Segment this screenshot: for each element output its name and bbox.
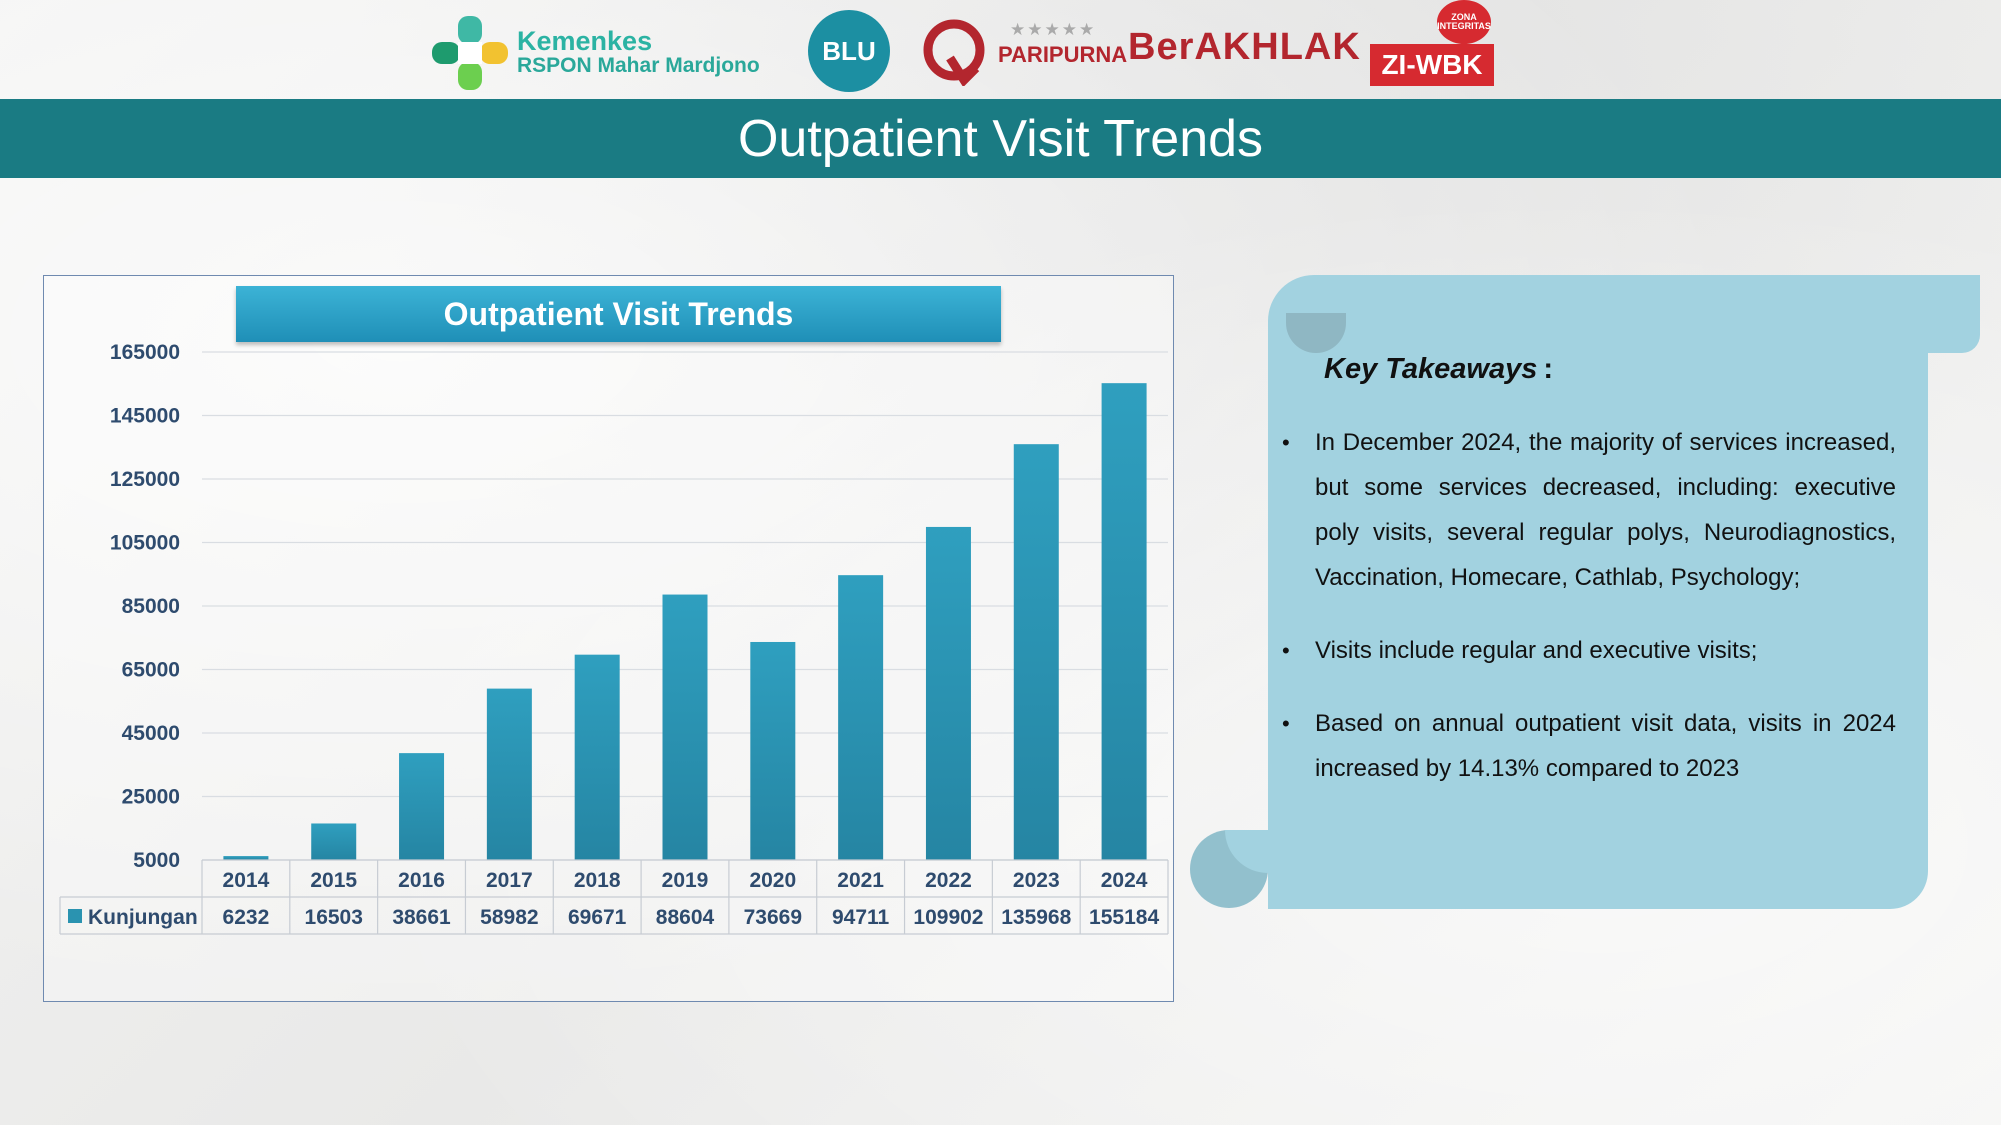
bar — [925, 526, 971, 860]
data-label: 69671 — [568, 906, 627, 929]
takeaways-list: In December 2024, the majority of servic… — [1282, 420, 1896, 819]
x-tick-label: 2016 — [398, 869, 445, 892]
bar — [838, 575, 884, 860]
data-label: 155184 — [1089, 906, 1159, 929]
y-tick-label: 165000 — [110, 341, 180, 364]
y-tick-label: 85000 — [122, 595, 180, 618]
data-label: 109902 — [913, 906, 983, 929]
x-tick-label: 2021 — [837, 869, 884, 892]
chart-panel — [43, 275, 1174, 1002]
kemenkes-logo-icon — [432, 16, 508, 90]
legend-series-name: Kunjungan — [88, 906, 198, 929]
data-label: 58982 — [480, 906, 538, 929]
takeaway-item: Based on annual outpatient visit data, v… — [1282, 701, 1896, 791]
bar — [486, 688, 532, 860]
takeaways-heading-text: Key Takeaways — [1324, 353, 1538, 385]
x-tick-label: 2018 — [574, 869, 621, 892]
x-tick-label: 2015 — [310, 869, 357, 892]
x-tick-label: 2022 — [925, 869, 972, 892]
takeaways-heading-colon: : — [1543, 353, 1554, 385]
header-logos: Kemenkes RSPON Mahar Mardjono BLU ★★★★★ … — [0, 0, 2001, 98]
y-tick-label: 105000 — [110, 532, 180, 555]
takeaway-item: In December 2024, the majority of servic… — [1282, 420, 1896, 600]
page-title: Outpatient Visit Trends — [737, 109, 1264, 168]
bar — [1013, 444, 1059, 860]
x-tick-label: 2024 — [1101, 869, 1148, 892]
x-tick-label: 2019 — [662, 869, 709, 892]
bar — [662, 594, 708, 860]
data-label: 94711 — [832, 906, 890, 929]
blu-logo: BLU — [808, 10, 890, 92]
x-tick-label: 2014 — [223, 869, 270, 892]
data-label: 6232 — [223, 906, 270, 929]
bar — [750, 641, 796, 860]
paripurna-logo-icon — [923, 19, 985, 86]
data-label: 135968 — [1001, 906, 1071, 929]
bar — [311, 823, 357, 860]
paripurna-stars: ★★★★★ — [1010, 20, 1097, 39]
data-label: 73669 — [744, 906, 802, 929]
chart-title-box: Outpatient Visit Trends — [236, 286, 1001, 342]
bar — [223, 856, 269, 860]
data-label: 16503 — [305, 906, 363, 929]
title-banner: Outpatient Visit Trends — [0, 99, 2001, 178]
berakhlak-logo-text: BerAKHLAK — [1128, 26, 1361, 68]
rspon-logo-text: RSPON Mahar Mardjono — [517, 54, 760, 77]
y-tick-label: 145000 — [110, 405, 180, 428]
ziwbk-logo-text: ZI-WBK — [1370, 44, 1494, 86]
x-tick-label: 2017 — [486, 869, 533, 892]
bar — [574, 654, 620, 860]
x-tick-label: 2023 — [1013, 869, 1060, 892]
zona-integritas-badge: ZONA INTEGRITAS — [1437, 0, 1491, 44]
legend-swatch — [68, 909, 82, 923]
bar — [399, 753, 445, 860]
y-tick-label: 45000 — [122, 722, 180, 745]
takeaway-item: Visits include regular and executive vis… — [1282, 628, 1896, 673]
bar — [1101, 383, 1147, 860]
y-tick-label: 65000 — [122, 659, 180, 682]
chart-title: Outpatient Visit Trends — [443, 295, 794, 332]
kemenkes-logo-text: Kemenkes — [517, 26, 653, 56]
paripurna-logo-text: PARIPURNA — [998, 42, 1128, 67]
data-label: 38661 — [392, 906, 451, 929]
y-tick-label: 5000 — [133, 849, 180, 872]
data-label: 88604 — [656, 906, 715, 929]
y-tick-label: 25000 — [122, 786, 180, 809]
y-tick-label: 125000 — [110, 468, 180, 491]
x-tick-label: 2020 — [749, 869, 796, 892]
takeaways-heading: Key Takeaways: — [1324, 353, 1553, 386]
